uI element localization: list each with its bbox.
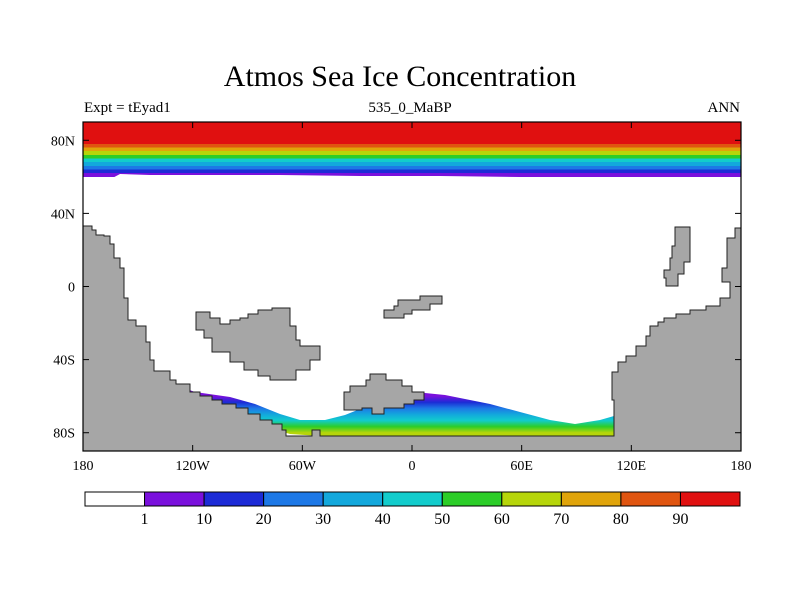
colorbar-label: 1: [141, 511, 149, 528]
plot-title: Atmos Sea Ice Concentration: [223, 60, 577, 93]
colorbar-box: [620, 491, 681, 507]
land-small-south: [343, 373, 425, 415]
x-tick-label: 120W: [176, 459, 211, 474]
y-tick-label: 0: [68, 281, 75, 296]
x-tick-label: 120E: [617, 459, 647, 474]
x-axis: 180 120W 60W 0 60E 120E 180: [73, 122, 752, 474]
x-tick-label: 180: [73, 459, 94, 474]
colorbar-box: [441, 491, 503, 507]
colorbar-label: 70: [553, 511, 569, 528]
colorbar-box: [679, 491, 741, 507]
x-tick-label: 0: [409, 459, 416, 474]
x-tick-label: 180: [731, 459, 752, 474]
colorbar-box: [144, 491, 205, 507]
colorbar: 1 10 20 30 40 50 60 70 80 90: [84, 491, 741, 528]
colorbar-box: [382, 491, 443, 507]
map-area: [83, 122, 741, 451]
colorbar-box: [322, 491, 384, 507]
land-masses: [83, 225, 741, 451]
y-tick-label: 80N: [51, 134, 75, 149]
colorbar-label: 30: [315, 511, 331, 528]
y-tick-label: 80S: [53, 427, 75, 442]
colorbar-label: 10: [196, 511, 212, 528]
land-west-continent: [83, 225, 741, 451]
north-ice-band: [83, 122, 741, 186]
colorbar-box: [263, 491, 324, 507]
colorbar-box: [203, 491, 265, 507]
colorbar-box: [84, 491, 146, 507]
colorbar-label: 60: [494, 511, 510, 528]
x-tick-label: 60E: [510, 459, 533, 474]
y-tick-label: 40S: [53, 354, 75, 369]
season-label: ANN: [707, 100, 741, 116]
land-central-continent: [195, 307, 321, 381]
experiment-label: Expt = tEyad1: [84, 100, 171, 116]
land-small-north: [383, 295, 443, 319]
colorbar-box: [560, 491, 622, 507]
colorbar-label: 50: [434, 511, 450, 528]
colorbar-label: 40: [375, 511, 391, 528]
land-east-island: [663, 226, 691, 287]
y-tick-label: 40N: [51, 207, 75, 222]
colorbar-label: 20: [256, 511, 272, 528]
colorbar-label: 80: [613, 511, 629, 528]
x-tick-label: 60W: [289, 459, 317, 474]
colorbar-box: [501, 491, 562, 507]
y-axis: 80N 40N 0 40S 80S: [51, 134, 741, 442]
colorbar-label: 90: [672, 511, 688, 528]
period-label: 535_0_MaBP: [368, 100, 452, 116]
